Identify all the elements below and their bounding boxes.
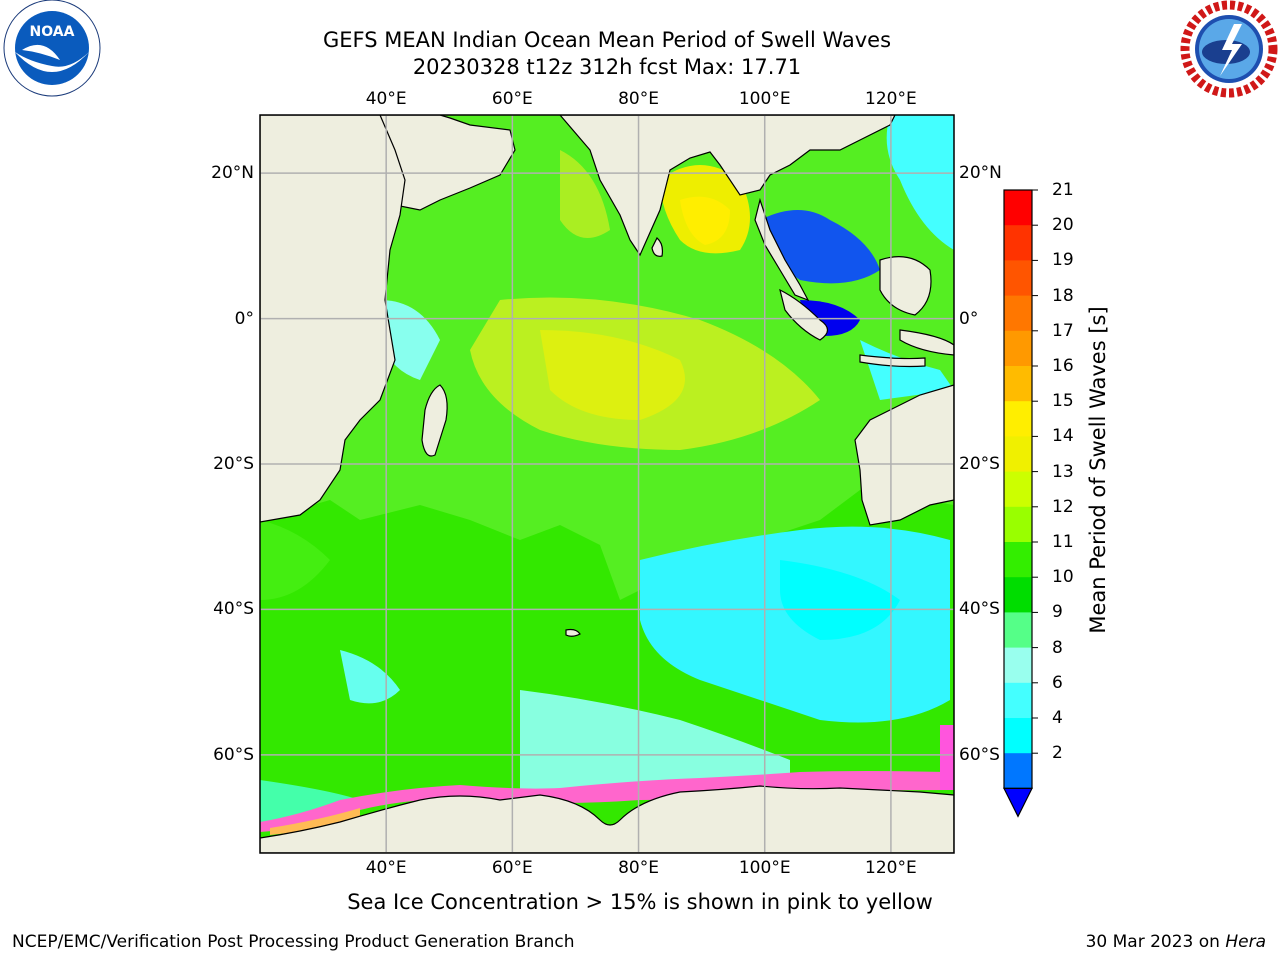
right-lat-label: 60°S (959, 744, 1000, 765)
colorbar-swatch (1004, 401, 1032, 437)
colorbar-label: 16 (1052, 356, 1074, 376)
colorbar-label: 19 (1052, 250, 1074, 271)
chart-subtitle: 20230328 t12z 312h fcst Max: 17.71 (412, 55, 802, 79)
colorbar-label: 9 (1052, 602, 1063, 623)
sea-ice-note: Sea Ice Concentration > 15% is shown in … (347, 890, 933, 914)
colorbar-swatch (1004, 436, 1032, 473)
bottom-lon-label: 40°E (365, 858, 407, 878)
bottom-lon-label: 120°E (865, 858, 917, 878)
colorbar-label: 20 (1052, 215, 1074, 236)
colorbar-swatch (1004, 366, 1032, 402)
colorbar-label: 21 (1052, 180, 1074, 200)
colorbar-label: 13 (1052, 461, 1074, 482)
right-lat-label: 0° (959, 308, 979, 329)
colorbar-title: Mean Period of Swell Waves [s] (1086, 306, 1110, 634)
colorbar-swatch (1004, 295, 1032, 332)
noaa-logo-text: NOAA (30, 24, 75, 40)
bottom-lon-label: 100°E (738, 858, 791, 878)
colorbar (1003, 189, 1038, 818)
chart-title: GEFS MEAN Indian Ocean Mean Period of Sw… (322, 28, 892, 52)
colorbar-label: 4 (1052, 708, 1063, 728)
colorbar-swatch (1004, 330, 1032, 367)
swell-period-field (260, 115, 954, 853)
colorbar-swatch (1004, 682, 1032, 719)
right-lat-label: 20°N (959, 163, 1002, 184)
colorbar-under-arrow (1003, 787, 1033, 818)
bottom-lon-label: 60°E (491, 858, 533, 878)
colorbar-swatch (1004, 753, 1032, 789)
colorbar-label: 2 (1052, 743, 1063, 764)
colorbar-swatch (1004, 225, 1032, 261)
colorbar-swatch (1004, 471, 1032, 508)
footer-date: 30 Mar 2023 on Hera (1086, 932, 1266, 952)
colorbar-label: 14 (1052, 426, 1074, 447)
noaa-logo-icon: NOAA (3, 0, 101, 97)
colorbar-outline (1003, 189, 1033, 790)
colorbar-label: 15 (1052, 391, 1074, 412)
colorbar-swatch (1004, 647, 1032, 684)
bottom-lon-label: 80°E (618, 858, 659, 878)
top-lon-label: 60°E (491, 89, 533, 109)
top-lon-label: 100°E (738, 89, 791, 109)
colorbar-label: 11 (1052, 532, 1074, 552)
colorbar-label: 10 (1052, 567, 1074, 588)
colorbar-swatch (1004, 542, 1032, 578)
colorbar-label: 6 (1052, 672, 1063, 693)
left-lat-label: 20°S (213, 454, 254, 474)
sea-ice-band (260, 771, 948, 832)
colorbar-swatch (1004, 612, 1032, 649)
colorbar-label: 17 (1052, 320, 1074, 341)
right-lat-label: 40°S (959, 599, 1000, 620)
colorbar-swatch (1004, 190, 1032, 226)
colorbar-swatch (1004, 577, 1032, 613)
footer-credit: NCEP/EMC/Verification Post Processing Pr… (12, 932, 575, 952)
top-lon-label: 40°E (365, 89, 407, 109)
nws-logo-icon (1180, 0, 1278, 98)
top-lon-label: 80°E (618, 89, 659, 109)
colorbar-label: 8 (1052, 637, 1063, 658)
footer-date-text: 30 Mar 2023 on (1085, 932, 1226, 952)
colorbar-swatch (1004, 718, 1032, 754)
map-gridlines (260, 115, 954, 853)
map-border (259, 114, 955, 854)
top-lon-label: 120°E (865, 89, 917, 109)
colorbar-swatch (1004, 506, 1032, 543)
left-lat-label: 60°S (213, 744, 254, 765)
left-lat-label: 0° (234, 308, 254, 329)
left-lat-label: 20°N (211, 163, 254, 184)
left-lat-label: 40°S (213, 599, 254, 620)
footer-machine: Hera (1225, 932, 1266, 952)
colorbar-label: 18 (1052, 285, 1074, 306)
colorbar-swatch (1004, 260, 1032, 297)
colorbar-label: 12 (1052, 496, 1074, 517)
right-lat-label: 20°S (959, 454, 1000, 474)
